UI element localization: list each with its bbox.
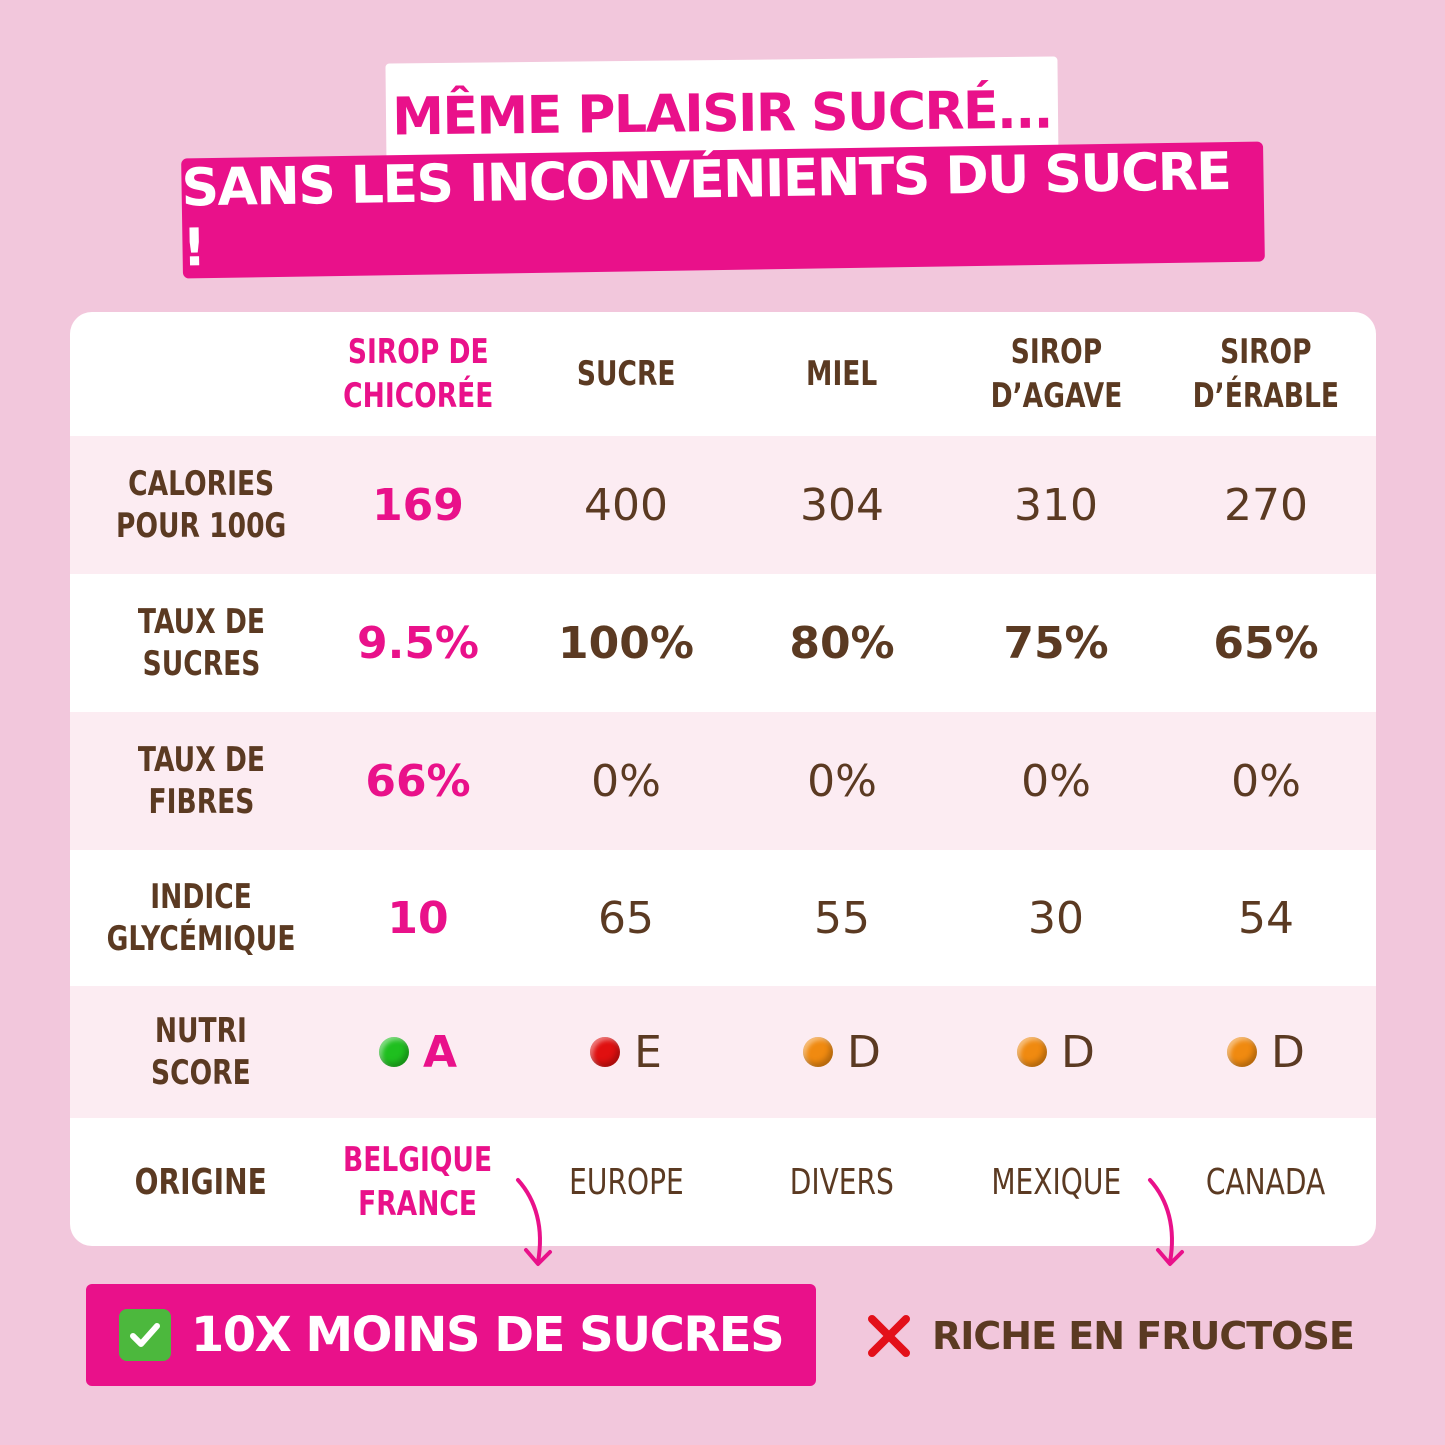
row-label-fiber-rate: TAUX DE FIBRES	[137, 740, 265, 822]
drawback-text: RICHE EN FRUCTOSE	[932, 1314, 1355, 1358]
table-row-calories: CALORIES POUR 100G 169 400 304 310 270	[70, 436, 1376, 574]
cell-gi-chicory: 10	[387, 892, 449, 944]
cell-gi-maple: 54	[1238, 892, 1294, 944]
cell-nutri-sugar: E	[526, 986, 726, 1118]
column-header-honey: MIEL	[806, 354, 878, 394]
nutri-dot-orange-icon	[1227, 1037, 1258, 1067]
nutri-grade: E	[634, 1026, 662, 1078]
cell-origin-agave: MEXIQUE	[991, 1161, 1121, 1203]
cell-gi-sugar: 65	[598, 892, 654, 944]
cell-calories-sugar: 400	[584, 479, 668, 531]
cell-origin-maple: CANADA	[1206, 1161, 1326, 1203]
cell-origin-sugar: EUROPE	[568, 1161, 684, 1203]
cell-sugar-sugar: 100%	[558, 617, 694, 669]
table-header-row: SIROP DE CHICORÉE SUCRE MIEL SIROP D’AGAVE…	[70, 312, 1376, 436]
row-label-origin: ORIGINE	[134, 1161, 268, 1203]
cell-sugar-honey: 80%	[789, 617, 895, 669]
cell-calories-agave: 310	[1014, 479, 1098, 531]
cell-gi-agave: 30	[1028, 892, 1084, 944]
cell-calories-honey: 304	[800, 479, 884, 531]
benefit-text: 10X MOINS DE SUCRES	[190, 1307, 785, 1363]
cell-sugar-chicory: 9.5%	[356, 617, 480, 669]
headline-main-banner: SANS LES INCONVÉNIENTS DU SUCRE !	[181, 141, 1265, 279]
headline-line2: SANS LES INCONVÉNIENTS DU SUCRE !	[181, 142, 1231, 279]
column-header-sugar: SUCRE	[576, 354, 676, 394]
row-label-sugar-rate: TAUX DE SUCRES	[137, 602, 265, 684]
cell-fiber-agave: 0%	[1021, 755, 1091, 807]
nutri-dot-orange-icon	[803, 1037, 834, 1067]
table-row-sugar-rate: TAUX DE SUCRES 9.5% 100% 80% 75% 65%	[70, 574, 1376, 712]
cell-fiber-sugar: 0%	[591, 755, 661, 807]
drawback-label: RICHE EN FRUCTOSE	[866, 1300, 1355, 1372]
cell-fiber-honey: 0%	[807, 755, 877, 807]
nutri-dot-red-icon	[590, 1037, 621, 1067]
nutri-grade: A	[422, 1026, 458, 1078]
check-mark-button-icon	[118, 1309, 171, 1361]
cell-sugar-agave: 75%	[1003, 617, 1109, 669]
nutri-grade: D	[1061, 1026, 1095, 1078]
curved-arrow-down-icon	[516, 1178, 552, 1266]
cell-gi-honey: 55	[814, 892, 870, 944]
column-header-chicory: SIROP DE CHICORÉE	[342, 332, 494, 416]
row-label-nutri-score: NUTRI SCORE	[151, 1011, 251, 1093]
curved-arrow-down-icon	[1148, 1178, 1184, 1266]
cell-calories-maple: 270	[1224, 479, 1308, 531]
benefit-banner: 10X MOINS DE SUCRES	[86, 1284, 816, 1386]
cell-nutri-honey: D	[742, 986, 942, 1118]
cross-mark-icon	[868, 1315, 910, 1357]
row-label-glycemic-index: INDICE GLYCÉMIQUE	[106, 877, 296, 959]
nutri-grade: D	[847, 1026, 881, 1078]
cell-nutri-chicory: A	[320, 986, 516, 1118]
table-row-glycemic-index: INDICE GLYCÉMIQUE 10 65 55 30 54	[70, 850, 1376, 986]
headline-line1: MÊME PLAISIR SUCRÉ...	[391, 80, 1053, 148]
cell-sugar-maple: 65%	[1213, 617, 1319, 669]
row-label-calories: CALORIES POUR 100G	[115, 464, 287, 546]
column-header-maple: SIROP D’ÉRABLE	[1192, 332, 1340, 416]
nutri-grade: D	[1271, 1026, 1305, 1078]
cell-nutri-maple: D	[1166, 986, 1366, 1118]
column-header-agave: SIROP D’AGAVE	[990, 332, 1122, 416]
cell-calories-chicory: 169	[372, 479, 464, 531]
comparison-table: SIROP DE CHICORÉE SUCRE MIEL SIROP D’AGAVE…	[70, 312, 1376, 1246]
cell-origin-chicory: BELGIQUE FRANCE	[343, 1140, 493, 1224]
cell-fiber-chicory: 66%	[365, 755, 471, 807]
cell-nutri-agave: D	[956, 986, 1156, 1118]
nutri-dot-green-icon	[378, 1037, 409, 1067]
table-row-origin: ORIGINE BELGIQUE FRANCE EUROPE DIVERS MEX…	[70, 1118, 1376, 1246]
cell-fiber-maple: 0%	[1231, 755, 1301, 807]
table-row-nutri-score: NUTRI SCORE A E D D	[70, 986, 1376, 1118]
cell-origin-honey: DIVERS	[789, 1161, 895, 1203]
table-row-fiber-rate: TAUX DE FIBRES 66% 0% 0% 0% 0%	[70, 712, 1376, 850]
nutri-dot-orange-icon	[1017, 1037, 1048, 1067]
